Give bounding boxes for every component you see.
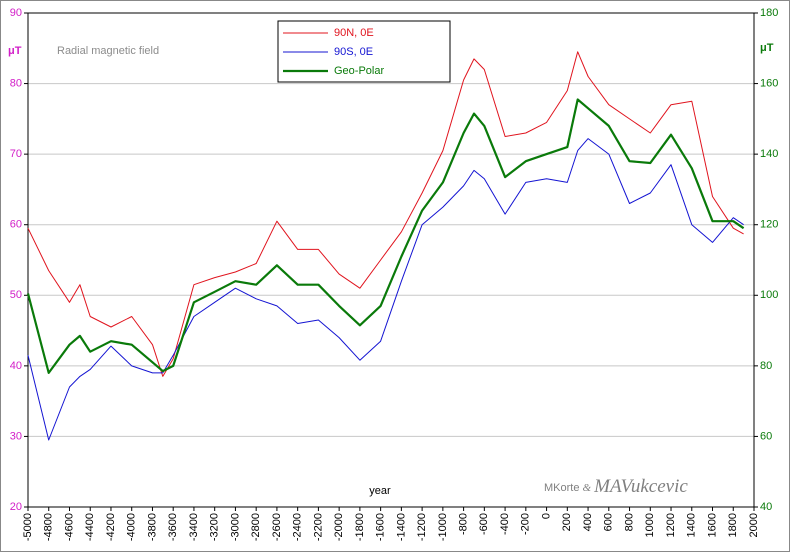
credit-amp: & bbox=[583, 482, 592, 494]
legend-label: 90N, 0E bbox=[334, 27, 374, 39]
y2-tick-label: 180 bbox=[760, 7, 778, 19]
x-tick-label: 2000 bbox=[748, 513, 760, 537]
x-axis-label: year bbox=[369, 485, 391, 497]
y2-tick-label: 120 bbox=[760, 219, 778, 231]
series-line bbox=[27, 51, 744, 377]
x-tick-label: -2600 bbox=[271, 513, 283, 541]
x-tick-label: -4400 bbox=[84, 513, 96, 541]
x-tick-label: 1800 bbox=[727, 513, 739, 537]
x-tick-label: -2400 bbox=[292, 513, 304, 541]
x-tick-label: 800 bbox=[623, 513, 635, 531]
x-tick-label: 1600 bbox=[706, 513, 718, 537]
x-tick-label: 600 bbox=[603, 513, 615, 531]
x-tick-label: 400 bbox=[582, 513, 594, 531]
x-tick-label: -1200 bbox=[416, 513, 428, 541]
legend-label: 90S, 0E bbox=[334, 46, 373, 58]
y-tick-label: 70 bbox=[10, 148, 22, 160]
x-tick-label: -1400 bbox=[395, 513, 407, 541]
x-tick-label: 1400 bbox=[686, 513, 698, 537]
plot-frame bbox=[27, 12, 755, 508]
credit: MKorte & MAVukcevic bbox=[544, 476, 688, 497]
y2-tick-label: 160 bbox=[760, 77, 778, 89]
y-tick-label: 90 bbox=[10, 7, 22, 19]
x-tick-label: -4800 bbox=[43, 513, 55, 541]
x-tick-label: -800 bbox=[458, 513, 470, 535]
y-tick-label: 80 bbox=[10, 77, 22, 89]
series-line bbox=[26, 98, 745, 374]
x-tick-label: 200 bbox=[561, 513, 573, 531]
x-tick-label: -600 bbox=[478, 513, 490, 535]
x-tick-label: -1800 bbox=[354, 513, 366, 541]
x-tick-label: 1200 bbox=[665, 513, 677, 537]
x-tick-label: 1000 bbox=[644, 513, 656, 537]
x-tick-label: -200 bbox=[520, 513, 532, 535]
credit-name: MKorte bbox=[544, 482, 579, 494]
y2-tick-label: 80 bbox=[760, 360, 772, 372]
x-tick-label: -1000 bbox=[437, 513, 449, 541]
x-tick-label: -3400 bbox=[188, 513, 200, 541]
x-tick-label: -4200 bbox=[105, 513, 117, 541]
y-tick-label: 50 bbox=[10, 289, 22, 301]
y-tick-label: 30 bbox=[10, 430, 22, 442]
chart-title: Radial magnetic field bbox=[57, 45, 159, 57]
y2-tick-label: 140 bbox=[760, 148, 778, 160]
y2-tick-label: 100 bbox=[760, 289, 778, 301]
x-tick-label: -5000 bbox=[22, 513, 34, 541]
x-tick-label: 0 bbox=[540, 513, 552, 519]
series-line bbox=[27, 138, 744, 441]
x-tick-label: -3600 bbox=[167, 513, 179, 541]
x-tick-label: -400 bbox=[499, 513, 511, 535]
credit-name: MAVukcevic bbox=[593, 476, 688, 497]
y2-axis-label: μT bbox=[760, 42, 774, 54]
x-tick-label: -2000 bbox=[333, 513, 345, 541]
x-tick-label: -4000 bbox=[126, 513, 138, 541]
x-tick-label: -2200 bbox=[312, 513, 324, 541]
y-tick-label: 40 bbox=[10, 360, 22, 372]
x-tick-label: -2800 bbox=[250, 513, 262, 541]
x-tick-label: -4600 bbox=[63, 513, 75, 541]
y2-tick-label: 40 bbox=[760, 501, 772, 513]
x-tick-label: -3000 bbox=[229, 513, 241, 541]
y-tick-label: 20 bbox=[10, 501, 22, 513]
y-axis-label: μT bbox=[8, 45, 22, 57]
y-tick-label: 60 bbox=[10, 219, 22, 231]
x-tick-label: -1600 bbox=[375, 513, 387, 541]
y2-tick-label: 60 bbox=[760, 430, 772, 442]
x-tick-label: -3800 bbox=[146, 513, 158, 541]
legend-label: Geo-Polar bbox=[334, 65, 384, 77]
x-tick-label: -3200 bbox=[209, 513, 221, 541]
